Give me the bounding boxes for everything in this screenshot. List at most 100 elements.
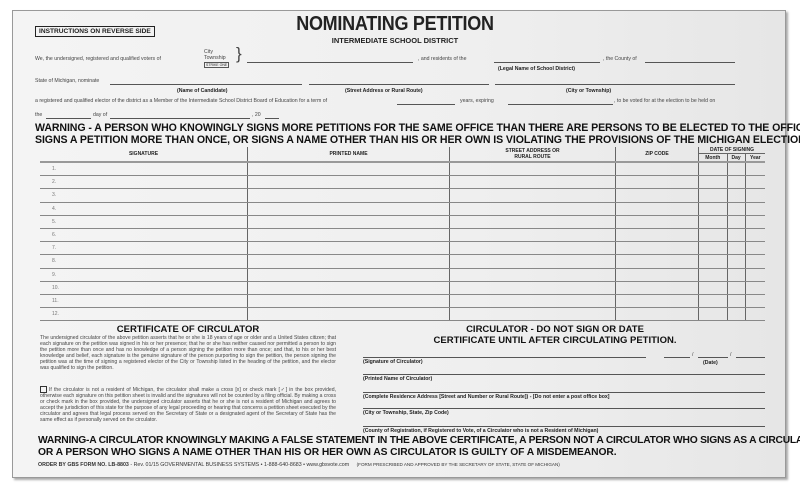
candidate-city-field[interactable] [495,84,735,85]
table-cell[interactable] [247,294,450,309]
table-cell[interactable] [247,254,450,269]
election-year-field[interactable] [265,118,279,119]
table-cell[interactable] [727,162,746,177]
table-cell[interactable] [745,215,765,229]
signature-cell[interactable]: 9. [40,268,248,282]
signature-cell[interactable]: 4. [40,202,248,216]
table-cell[interactable] [727,307,746,322]
signature-cell[interactable]: 7. [40,241,248,256]
table-cell[interactable] [615,294,699,309]
candidate-name-field[interactable] [110,84,302,85]
table-cell[interactable] [615,188,699,203]
table-cell[interactable] [615,162,699,177]
table-cell[interactable] [727,202,746,216]
table-cell[interactable] [698,241,728,256]
table-cell[interactable] [247,281,450,295]
table-cell[interactable] [449,241,616,256]
table-cell[interactable] [449,188,616,203]
table-cell[interactable] [247,188,450,203]
table-cell[interactable] [727,228,746,243]
table-cell[interactable] [745,241,765,256]
table-cell[interactable] [698,202,728,216]
table-cell[interactable] [449,175,616,190]
table-cell[interactable] [698,215,728,229]
table-cell[interactable] [745,281,765,295]
table-cell[interactable] [698,228,728,243]
table-cell[interactable] [449,228,616,243]
election-month-field[interactable] [110,118,250,119]
nonresident-checkbox[interactable] [40,386,47,393]
signature-cell[interactable]: 8. [40,254,248,269]
table-cell[interactable] [727,241,746,256]
table-cell[interactable] [727,188,746,203]
table-cell[interactable] [615,215,699,229]
table-cell[interactable] [615,268,699,282]
table-cell[interactable] [698,268,728,282]
county-registration-field[interactable] [363,426,765,427]
table-cell[interactable] [449,294,616,309]
table-cell[interactable] [745,175,765,190]
table-cell[interactable] [615,228,699,243]
signature-cell[interactable]: 1. [40,162,248,177]
table-cell[interactable] [615,202,699,216]
signature-cell[interactable]: 2. [40,175,248,190]
expiring-field[interactable] [508,104,613,105]
circulator-signature-field[interactable] [363,357,646,358]
table-cell[interactable] [449,307,616,322]
candidate-street-field[interactable] [309,84,489,85]
table-cell[interactable] [615,241,699,256]
table-cell[interactable] [449,162,616,177]
table-cell[interactable] [745,254,765,269]
table-cell[interactable] [449,281,616,295]
table-cell[interactable] [745,268,765,282]
date-day-field[interactable] [698,357,728,358]
table-cell[interactable] [727,294,746,309]
table-cell[interactable] [247,175,450,190]
table-cell[interactable] [745,162,765,177]
table-cell[interactable] [727,175,746,190]
city-state-zip-field[interactable] [363,408,765,409]
table-cell[interactable] [745,307,765,322]
table-cell[interactable] [745,188,765,203]
table-cell[interactable] [615,175,699,190]
table-cell[interactable] [247,268,450,282]
table-cell[interactable] [727,254,746,269]
signature-cell[interactable]: 11. [40,294,248,309]
election-day-field[interactable] [46,118,91,119]
signature-cell[interactable]: 3. [40,188,248,203]
table-cell[interactable] [698,254,728,269]
table-cell[interactable] [247,241,450,256]
table-cell[interactable] [698,294,728,309]
table-cell[interactable] [247,307,450,322]
school-district-field[interactable] [494,62,600,63]
table-cell[interactable] [698,175,728,190]
table-cell[interactable] [449,268,616,282]
table-cell[interactable] [727,281,746,295]
table-cell[interactable] [247,215,450,229]
table-cell[interactable] [745,202,765,216]
table-cell[interactable] [449,202,616,216]
residence-address-field[interactable] [363,392,765,393]
signature-cell[interactable]: 10. [40,281,248,295]
table-cell[interactable] [698,281,728,295]
table-cell[interactable] [247,162,450,177]
table-cell[interactable] [745,294,765,309]
table-cell[interactable] [698,188,728,203]
table-cell[interactable] [247,228,450,243]
table-cell[interactable] [727,215,746,229]
signature-cell[interactable]: 5. [40,215,248,229]
table-cell[interactable] [698,162,728,177]
table-cell[interactable] [615,281,699,295]
date-year-field[interactable] [736,357,765,358]
table-cell[interactable] [745,228,765,243]
table-cell[interactable] [727,268,746,282]
signature-cell[interactable]: 6. [40,228,248,243]
table-cell[interactable] [449,254,616,269]
table-cell[interactable] [615,254,699,269]
table-cell[interactable] [615,307,699,322]
term-field[interactable] [397,104,455,105]
table-cell[interactable] [247,202,450,216]
date-month-field[interactable] [664,357,690,358]
county-field[interactable] [645,62,735,63]
printed-name-field[interactable] [363,374,765,375]
